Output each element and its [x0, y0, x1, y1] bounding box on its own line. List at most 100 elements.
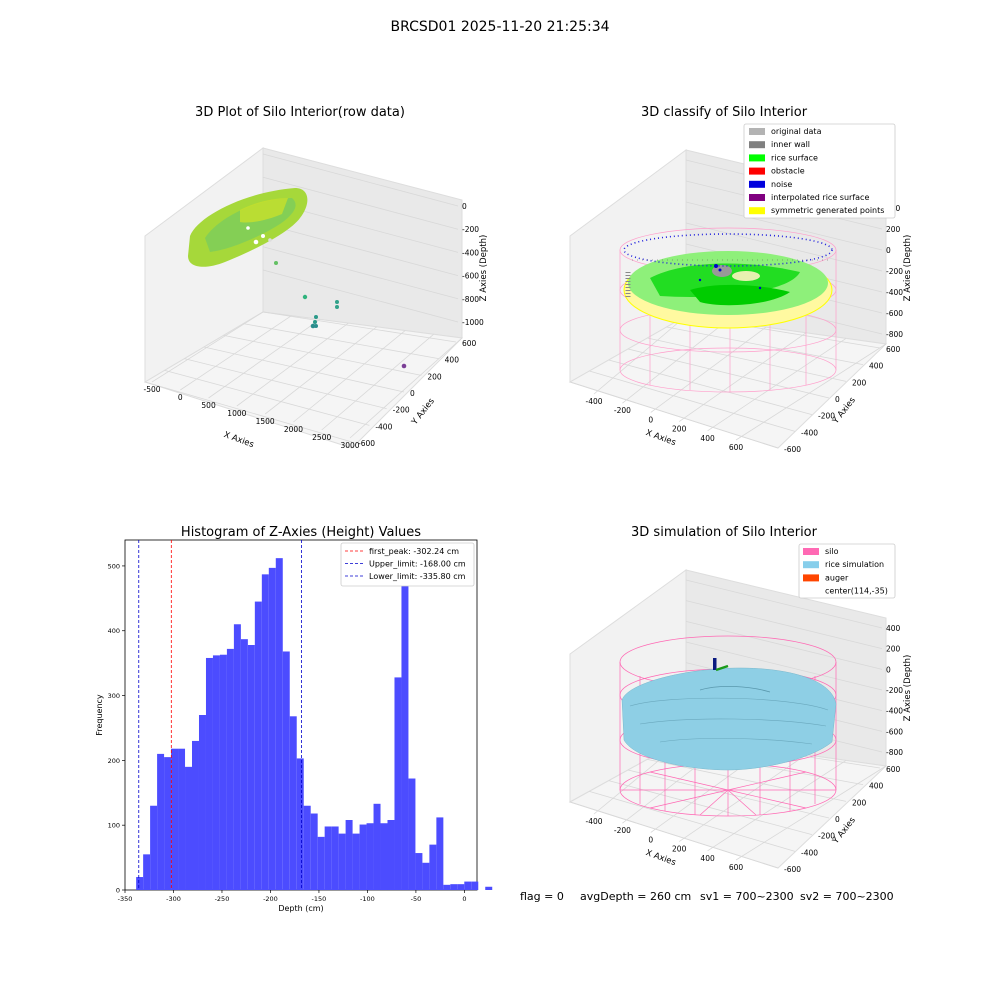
- histogram-ticks: -350 -300 -250 -200 -150 -100 -50 0 0 100 200 300 40…: [108, 562, 467, 903]
- histogram-bar: [212, 655, 220, 890]
- histogram-bar: [136, 877, 144, 890]
- simulation-ztick: 200: [886, 645, 901, 654]
- simulation-ytick: 600: [886, 765, 901, 774]
- histogram-bar: [205, 657, 213, 890]
- simulation-xtick: 200: [672, 845, 687, 854]
- histogram-bar: [429, 844, 437, 890]
- raw-ytick: 200: [427, 372, 442, 381]
- raw-ytick: 400: [445, 356, 460, 365]
- raw-ztick: -200: [462, 225, 479, 234]
- histogram-bar: [471, 881, 479, 890]
- raw-ztick: -400: [462, 248, 479, 257]
- legend-label: center(114,-35): [825, 587, 888, 596]
- simulation-ztick: 400: [886, 624, 901, 633]
- raw-xtick: 0: [178, 393, 183, 402]
- raw-xtick: 3000: [340, 441, 359, 450]
- histogram-ytick: 100: [108, 822, 120, 830]
- legend-label: noise: [771, 180, 792, 189]
- panel-histogram: Histogram of Z-Axies (Height) Values -35…: [95, 525, 493, 913]
- classify-rice-surface: [623, 233, 833, 329]
- panel-raw-title: 3D Plot of Silo Interior(row data): [195, 105, 405, 120]
- histogram-xtick: 0: [462, 895, 466, 903]
- histogram-bar: [443, 884, 451, 890]
- histogram-bar: [359, 824, 367, 890]
- classify-legend: original data inner wall rice surface obsta…: [743, 123, 896, 219]
- classify-ytick: 200: [852, 378, 867, 387]
- histogram-xtick: -150: [312, 895, 327, 903]
- simulation-ytick: 0: [835, 815, 840, 824]
- histogram-bar: [282, 651, 290, 890]
- legend-swatch: [803, 574, 819, 582]
- simulation-xtick: 400: [700, 854, 715, 863]
- simulation-ytick: -400: [801, 848, 818, 857]
- histogram-bar: [254, 601, 262, 890]
- raw-xtick: 500: [201, 401, 216, 410]
- simulation-xtick: 0: [648, 835, 653, 844]
- legend-swatch: [749, 207, 765, 215]
- simulation-xtick: -400: [585, 817, 602, 826]
- histogram-xtick: -200: [263, 895, 278, 903]
- classify-xtick: 0: [648, 415, 653, 424]
- classify-xtick: 600: [729, 443, 744, 452]
- histogram-bar: [373, 803, 381, 890]
- histogram-bar: [261, 574, 269, 890]
- panel-classify-3d: 3D classify of Silo Interior: [568, 105, 913, 454]
- histogram-ytick: 400: [108, 627, 120, 635]
- histogram-bar: [247, 645, 255, 890]
- raw-ztick: -1000: [462, 318, 484, 327]
- simulation-ztick: -400: [886, 707, 903, 716]
- histogram-bar: [296, 758, 304, 890]
- classify-xtick: -400: [585, 397, 602, 406]
- histogram-bar: [464, 881, 472, 890]
- histogram-bar: [338, 833, 346, 890]
- simulation-ztick: 0: [886, 665, 891, 674]
- classify-zlabel: Z Axies (Depth): [903, 235, 913, 302]
- classify-xtick: 400: [700, 434, 715, 443]
- histogram-bar: [457, 884, 465, 890]
- simulation-ytick: 200: [852, 798, 867, 807]
- classify-ztick: -200: [886, 267, 903, 276]
- histogram-ytick: 300: [108, 692, 120, 700]
- histogram-legend: first_peak: -302.24 cm Upper_limit: -168.…: [340, 542, 475, 587]
- histogram-bar: [226, 648, 234, 890]
- histogram-bar: [436, 817, 444, 890]
- panel-raw-3d: 3D Plot of Silo Interior(row data) -500 0…: [143, 105, 489, 450]
- classify-ztick: -600: [886, 309, 903, 318]
- raw-ylabel: Y Axies: [409, 396, 437, 428]
- histogram-legend-label: Upper_limit: -168.00 cm: [369, 560, 466, 569]
- raw-point-cloud: [188, 188, 407, 369]
- legend-label: original data: [771, 127, 822, 136]
- classify-ytick: 400: [869, 362, 884, 371]
- simulation-ytick: -200: [818, 832, 835, 841]
- legend-label: symmetric generated points: [771, 206, 884, 215]
- footer-status: flag = 0 avgDepth = 260 cm sv1 = 700~230…: [520, 890, 894, 903]
- histogram-xtick: -300: [166, 895, 181, 903]
- histogram-bars: [136, 558, 493, 890]
- simulation-ztick: -600: [886, 727, 903, 736]
- histogram-ylabel: Frequency: [95, 694, 104, 736]
- histogram-ytick: 0: [116, 887, 120, 895]
- legend-swatch: [749, 154, 765, 162]
- simulation-ztick: -200: [886, 686, 903, 695]
- histogram-bar: [422, 862, 430, 890]
- raw-ytick: -600: [358, 439, 375, 448]
- histogram-xtick: -350: [118, 895, 133, 903]
- raw-zlabel: Z Axies (Depth): [479, 235, 489, 302]
- histogram-bar: [380, 823, 388, 890]
- raw-xtick: 1500: [256, 417, 275, 426]
- legend-swatch: [749, 180, 765, 188]
- raw-ztick: -800: [462, 295, 479, 304]
- raw-gridlines: [144, 153, 463, 443]
- footer-sv1: sv1 = 700~2300: [700, 890, 794, 903]
- histogram-bar: [303, 805, 311, 890]
- legend-swatch: [803, 561, 819, 569]
- sim-auger: [713, 658, 729, 672]
- raw-ytick: 0: [410, 389, 415, 398]
- histogram-title: Histogram of Z-Axies (Height) Values: [181, 525, 421, 540]
- legend-label: obstacle: [771, 167, 805, 176]
- histogram-xtick: -250: [215, 895, 230, 903]
- sim-legend: silo rice simulation auger center(114,-35): [798, 543, 896, 599]
- sim-zlabel: Z Axies (Depth): [903, 655, 913, 722]
- legend-label: interpolated rice surface: [771, 193, 869, 202]
